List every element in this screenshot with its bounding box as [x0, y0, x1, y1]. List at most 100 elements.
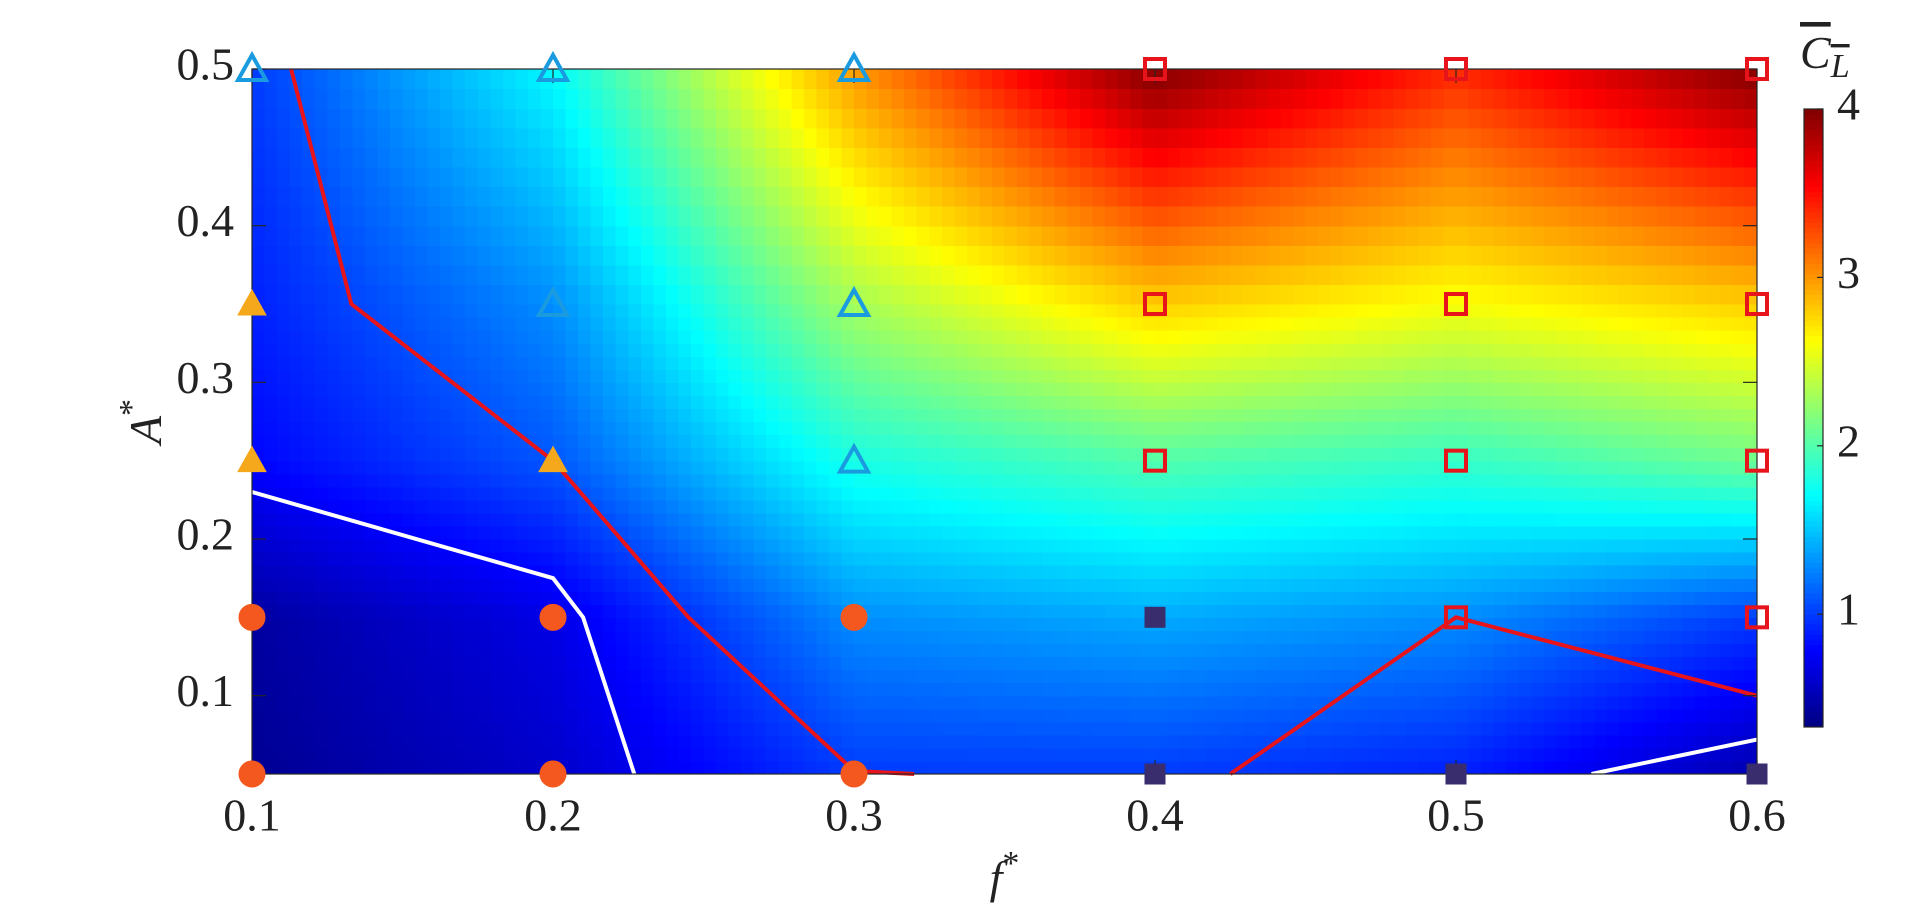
heat-cell	[527, 206, 542, 227]
heat-cell	[1581, 473, 1595, 488]
heat-cell	[415, 734, 429, 749]
heat-cell	[979, 382, 993, 396]
heat-cell	[966, 565, 981, 579]
heat-cell	[402, 708, 416, 723]
heat-cell	[389, 356, 404, 370]
heat-cell	[1731, 304, 1746, 318]
heat-cell	[653, 408, 667, 423]
heat-cell	[339, 460, 353, 475]
heat-cell	[866, 656, 880, 671]
heat-cell	[1593, 552, 1608, 566]
heat-cell	[778, 747, 792, 762]
heat-cell	[440, 486, 454, 501]
heat-cell	[477, 421, 491, 436]
heat-cell	[540, 147, 554, 168]
heat-cell	[465, 512, 479, 527]
heat-cell	[565, 206, 579, 227]
heat-cell	[1368, 643, 1382, 658]
heat-cell	[803, 643, 817, 658]
heat-cell	[665, 317, 680, 331]
heat-cell	[904, 382, 918, 396]
heat-cell	[1468, 486, 1482, 501]
heat-cell	[339, 630, 353, 645]
heat-cell	[728, 166, 742, 188]
heat-cell	[389, 708, 404, 723]
heat-cell	[352, 591, 366, 605]
heat-cell	[1669, 421, 1683, 436]
heat-cell	[1694, 317, 1708, 331]
heat-cell	[389, 591, 404, 605]
heat-cell	[352, 88, 366, 109]
heat-cell	[841, 147, 855, 168]
heat-cell	[1731, 591, 1746, 605]
heat-cell	[929, 760, 943, 775]
heat-cell	[1079, 421, 1093, 436]
heat-cell	[352, 539, 366, 553]
heat-cell	[753, 460, 767, 475]
heat-cell	[1468, 656, 1482, 671]
heat-cell	[1581, 565, 1595, 579]
heat-cell	[904, 245, 918, 266]
heat-cell	[1506, 447, 1520, 462]
heat-cell	[628, 206, 642, 227]
heat-cell	[1067, 421, 1081, 436]
heat-cell	[540, 434, 554, 449]
heat-cell	[1029, 747, 1043, 762]
heat-cell	[477, 108, 491, 129]
heat-cell	[1380, 408, 1394, 423]
heat-cell	[352, 447, 366, 462]
heat-cell	[1669, 512, 1683, 527]
heat-cell	[854, 434, 868, 449]
heat-cell	[1155, 552, 1169, 566]
heat-cell	[1117, 395, 1131, 410]
heat-cell	[879, 108, 893, 129]
heat-cell	[452, 245, 466, 266]
heat-cell	[427, 473, 441, 488]
heat-cell	[678, 525, 692, 540]
heat-cell	[1405, 460, 1419, 475]
heat-cell	[1129, 760, 1144, 775]
heat-cell	[1368, 304, 1382, 318]
heat-cell	[979, 434, 993, 449]
heat-cell	[527, 421, 542, 436]
heat-cell	[879, 88, 893, 109]
heat-cell	[1443, 343, 1457, 357]
heat-cell	[1180, 395, 1194, 410]
heat-cell	[640, 225, 654, 246]
heat-cell	[515, 695, 529, 710]
heat-cell	[1418, 734, 1432, 749]
heat-cell	[1393, 473, 1407, 488]
heat-cell	[866, 630, 880, 645]
heat-cell	[678, 695, 692, 710]
heat-cell	[1518, 721, 1532, 736]
heat-cell	[1292, 656, 1307, 671]
heat-cell	[1092, 669, 1106, 684]
heat-cell	[703, 512, 717, 527]
heat-cell	[916, 695, 930, 710]
heat-cell	[1719, 512, 1733, 527]
heat-cell	[1117, 682, 1131, 697]
heat-cell	[389, 512, 404, 527]
heat-cell	[1418, 695, 1432, 710]
heat-cell	[1493, 525, 1507, 540]
heat-cell	[1593, 565, 1608, 579]
heat-cell	[816, 591, 830, 605]
heat-cell	[1129, 643, 1144, 658]
heat-cell	[841, 245, 855, 266]
heat-cell	[916, 434, 930, 449]
heat-cell	[1029, 695, 1043, 710]
heat-cell	[816, 630, 830, 645]
heat-cell	[339, 356, 353, 370]
heat-cell	[1405, 565, 1419, 579]
heat-cell	[1531, 669, 1545, 684]
heat-cell	[891, 486, 905, 501]
heat-cell	[252, 630, 266, 645]
heat-cell	[640, 760, 654, 775]
heat-cell	[540, 330, 554, 344]
heat-cell	[1731, 760, 1746, 775]
heat-cell	[1706, 708, 1720, 723]
heat-cell	[653, 421, 667, 436]
heat-cell	[1192, 617, 1206, 631]
heat-cell	[1543, 330, 1557, 344]
heat-cell	[703, 304, 717, 318]
